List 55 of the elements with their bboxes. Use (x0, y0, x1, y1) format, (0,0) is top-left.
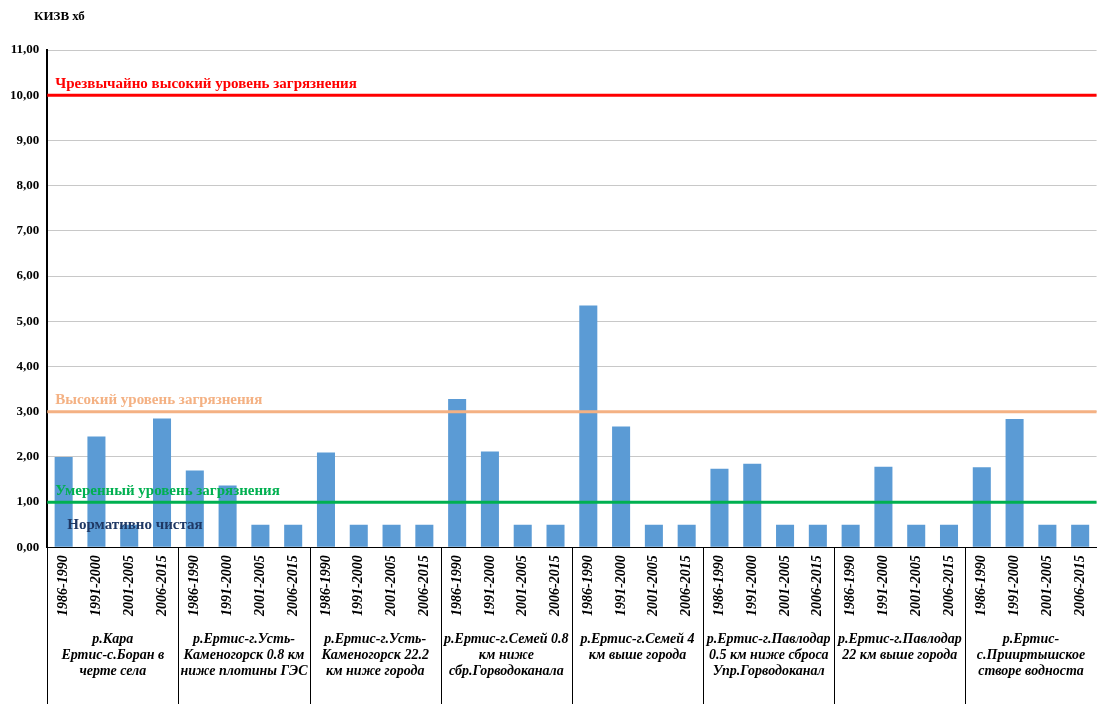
y-tick-label: 7,00 (16, 222, 40, 238)
text: р.Кара Ертис-с.Боран в черте села (60, 630, 165, 678)
y-tick-label: 0,00 (16, 538, 40, 554)
x-tick-label: 2001-2005 (907, 555, 923, 618)
x-tick-label: 2006-2015 (678, 555, 694, 618)
x-tick-label: 2001-2005 (383, 555, 399, 618)
x-tick-label: 1991-2000 (219, 555, 235, 617)
ref-line-label: Высокий уровень загрязнения (55, 391, 263, 408)
x-tick-label: 1991-2000 (88, 555, 104, 617)
x-tick-label: 2006-2015 (809, 555, 825, 618)
y-tick-label: 1,00 (16, 493, 40, 509)
y-tick-label: 4,00 (16, 357, 40, 373)
text: р.Ертис-г.Павлодар 0.5 км ниже сброса Упр.Горводоканал (705, 630, 831, 678)
x-tick-label: 1986-1990 (973, 555, 989, 617)
x-tick-label: 1986-1990 (317, 555, 333, 617)
x-tick-label: 1991-2000 (481, 555, 497, 617)
x-tick-label: 1991-2000 (1006, 555, 1022, 617)
text: р.Ертис-г.Усть-Каменогорск 0.8 км ниже плотины ГЭС (180, 630, 309, 678)
y-tick-label: 11,00 (10, 41, 40, 57)
text: р.Ертис-г.Семей 4 км выше города (579, 630, 695, 662)
y-tick-label: 8,00 (16, 177, 40, 192)
x-tick-label: 2006-2015 (415, 555, 431, 618)
y-tick-label: 10,00 (10, 86, 40, 102)
y-tick-label: 6,00 (16, 267, 40, 283)
x-tick-label: 2006-2015 (153, 555, 169, 618)
x-tick-label: 1986-1990 (711, 555, 727, 617)
y-axis-title: КИЗВ хб (34, 8, 85, 24)
x-tick-label: 2006-2015 (940, 555, 956, 618)
x-tick-label: 1991-2000 (612, 555, 628, 617)
x-tick-label: 2006-2015 (284, 555, 300, 618)
y-tick-label: 3,00 (16, 403, 40, 419)
x-tick-label: 1991-2000 (875, 555, 891, 617)
x-tick-label: 1986-1990 (579, 555, 595, 617)
text: р.Ертис-с.Прииртышское створе водноста (976, 630, 1086, 678)
x-tick-label: 2001-2005 (514, 555, 530, 618)
x-tick-label: 1986-1990 (842, 555, 858, 617)
x-tick-label: 2001-2005 (120, 555, 136, 618)
x-tick-label: 2006-2015 (1071, 555, 1087, 618)
text: р.Ертис-г.Семей 0.8 км ниже сбр.Горводоканала (443, 630, 569, 678)
x-tick-label: 2001-2005 (1038, 555, 1054, 618)
text: р.Ертис-г.Усть-Каменогорск 22.2 км ниже города (320, 630, 429, 678)
x-tick-label: 1986-1990 (55, 555, 71, 617)
x-tick-label: 2001-2005 (645, 555, 661, 618)
x-tick-label: 2006-2015 (547, 555, 563, 618)
ref-line-label: Чрезвычайно высокий уровень загрязнения (55, 74, 357, 91)
x-tick-label: 1986-1990 (448, 555, 464, 617)
text: р.Ертис-г.Павлодар 22 км выше города (836, 630, 962, 662)
y-tick-label: 2,00 (16, 448, 40, 464)
x-tick-label: 1986-1990 (186, 555, 202, 617)
x-tick-label: 1991-2000 (350, 555, 366, 617)
x-tick-label: 1991-2000 (743, 555, 759, 617)
y-tick-label: 9,00 (16, 131, 40, 147)
x-tick-label: 2001-2005 (252, 555, 267, 618)
x-tick-label: 2001-2005 (776, 555, 792, 618)
y-tick-label: 5,00 (16, 312, 40, 328)
